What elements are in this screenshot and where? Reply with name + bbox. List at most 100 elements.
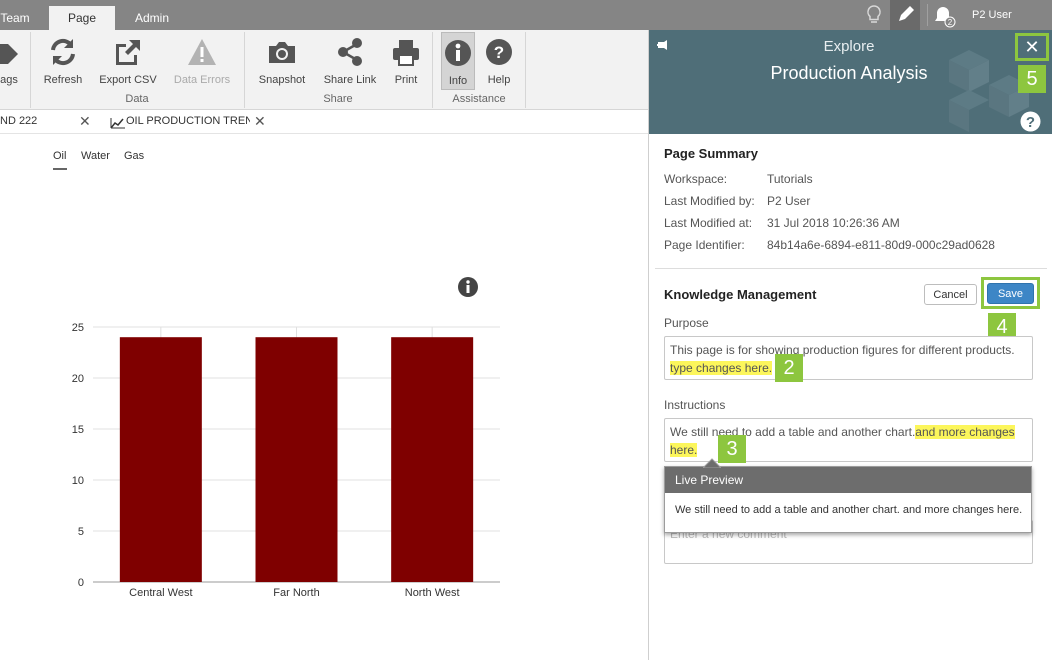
- ribbon-group-data: Data: [125, 93, 149, 105]
- purpose-text: This page is for showing production figu…: [670, 343, 1015, 357]
- close-panel-icon[interactable]: ✕: [1024, 37, 1040, 57]
- save-button[interactable]: Save: [987, 283, 1034, 304]
- info-button[interactable]: Info: [441, 32, 475, 90]
- refresh-button[interactable]: Refresh: [40, 36, 86, 86]
- modified-at-value: 31 Jul 2018 10:26:36 AM: [767, 216, 900, 230]
- user-name[interactable]: P2 User: [972, 9, 1012, 21]
- help-label: Help: [487, 74, 511, 86]
- export-csv-button[interactable]: Export CSV: [98, 36, 158, 86]
- warning-icon: [188, 39, 216, 65]
- panel-help-icon[interactable]: ?: [1020, 111, 1041, 132]
- top-menu-bar: Team Page Admin 2 P2 User: [0, 0, 1052, 30]
- panel-header: Explore Production Analysis ✕ 5 ?: [649, 30, 1052, 134]
- menu-tab-page[interactable]: Page: [49, 6, 115, 30]
- camera-icon: [269, 42, 295, 63]
- panel-subtitle: Explore: [823, 38, 875, 55]
- purpose-label: Purpose: [664, 316, 709, 330]
- purpose-textarea[interactable]: This page is for showing production figu…: [664, 336, 1033, 380]
- export-csv-label: Export CSV: [99, 74, 157, 86]
- instructions-text: We still need to add a table and another…: [670, 425, 916, 439]
- trend-chart-icon: [110, 118, 125, 129]
- x-tick-label: Central West: [129, 587, 192, 599]
- instructions-label: Instructions: [664, 398, 726, 412]
- print-label: Print: [394, 74, 418, 86]
- y-tick-label: 25: [72, 322, 84, 334]
- svg-text:?: ?: [1026, 114, 1035, 131]
- workspace-key: Workspace:: [664, 172, 728, 186]
- ribbon-toolbar: ags Refresh Export CSV: [0, 30, 648, 110]
- snapshot-label: Snapshot: [258, 74, 306, 86]
- page-identifier-key: Page Identifier:: [664, 238, 745, 252]
- section-divider: [655, 268, 1047, 269]
- lightbulb-icon[interactable]: [862, 0, 886, 30]
- share-link-label: Share Link: [323, 74, 377, 86]
- header-decoration: [949, 50, 1029, 132]
- x-tick-label: North West: [405, 587, 460, 599]
- save-highlight: [981, 277, 1040, 309]
- divider: [927, 4, 928, 26]
- modified-by-value: P2 User: [767, 194, 811, 208]
- y-tick-label: 15: [72, 424, 84, 436]
- doc-tab-nd-222[interactable]: ND 222: [0, 115, 38, 127]
- export-icon: [116, 40, 140, 65]
- instructions-highlight-2: here.: [670, 443, 698, 457]
- modified-at-key: Last Modified at:: [664, 216, 753, 230]
- data-errors-label: Data Errors: [173, 74, 231, 86]
- y-tick-label: 20: [72, 373, 84, 385]
- legend-oil[interactable]: Oil: [53, 150, 67, 162]
- info-label: Info: [448, 75, 468, 87]
- edit-toggle[interactable]: [890, 0, 920, 30]
- page-summary-title: Page Summary: [664, 146, 758, 161]
- knowledge-management-title: Knowledge Management: [664, 287, 817, 302]
- legend-active-indicator: [53, 168, 67, 170]
- ribbon-group-share: Share: [323, 93, 353, 105]
- help-icon: ?: [486, 39, 512, 65]
- share-icon: [338, 38, 362, 66]
- popup-arrow: [703, 458, 721, 468]
- print-button[interactable]: Print: [388, 36, 424, 86]
- bell-icon[interactable]: 2: [932, 0, 958, 30]
- legend-water[interactable]: Water: [81, 150, 110, 162]
- purpose-highlight: type changes here.: [670, 361, 773, 375]
- tag-icon: [0, 44, 18, 64]
- live-preview-title: Live Preview: [665, 467, 1031, 493]
- help-button[interactable]: ? Help: [482, 36, 516, 86]
- modified-by-key: Last Modified by:: [664, 194, 755, 208]
- legend-gas[interactable]: Gas: [124, 150, 145, 162]
- refresh-icon: [51, 38, 75, 66]
- bar-north-west: [391, 337, 474, 582]
- ribbon-separator: [30, 32, 31, 108]
- close-tab-icon[interactable]: ✕: [254, 113, 266, 129]
- oil-bar-chart: 0 5 10 15 20 25 Central West Far North North Wes…: [72, 322, 500, 599]
- printer-icon: [393, 40, 419, 66]
- cancel-button[interactable]: Cancel: [924, 284, 977, 305]
- menu-tab-team[interactable]: Team: [0, 11, 30, 25]
- bar-far-north: [255, 337, 338, 582]
- step-badge-5: 5: [1018, 65, 1046, 93]
- ribbon-separator: [244, 32, 245, 108]
- close-tab-icon[interactable]: ✕: [79, 113, 91, 129]
- menu-tab-admin[interactable]: Admin: [134, 11, 169, 25]
- share-link-button[interactable]: Share Link: [320, 36, 380, 86]
- y-tick-label: 5: [78, 526, 84, 538]
- live-preview-popup: Live Preview We still need to add a tabl…: [664, 458, 1032, 533]
- data-errors-button: Data Errors: [170, 36, 234, 86]
- ribbon-group-assistance: Assistance: [452, 93, 506, 105]
- close-highlight: [1015, 33, 1049, 61]
- snapshot-button[interactable]: Snapshot: [256, 36, 308, 86]
- panel-title: Production Analysis: [770, 63, 928, 83]
- explore-panel: Explore Production Analysis ✕ 5 ? Page S…: [648, 30, 1052, 660]
- ribbon-separator: [525, 32, 526, 108]
- pencil-icon: [899, 6, 914, 21]
- x-tick-label: Far North: [273, 587, 319, 599]
- tags-button[interactable]: ags: [0, 36, 18, 86]
- doc-tab-oil-production-trend[interactable]: OIL PRODUCTION TREND: [126, 115, 250, 127]
- chart-info-icon[interactable]: [457, 276, 479, 298]
- page-identifier-value: 84b14a6e-6894-e811-80d9-000c29ad0628: [767, 238, 995, 252]
- bar-central-west: [119, 337, 202, 582]
- notification-count: 2: [948, 18, 953, 27]
- tags-label: ags: [0, 74, 18, 86]
- pin-icon[interactable]: [656, 38, 670, 52]
- ribbon-separator: [432, 32, 433, 108]
